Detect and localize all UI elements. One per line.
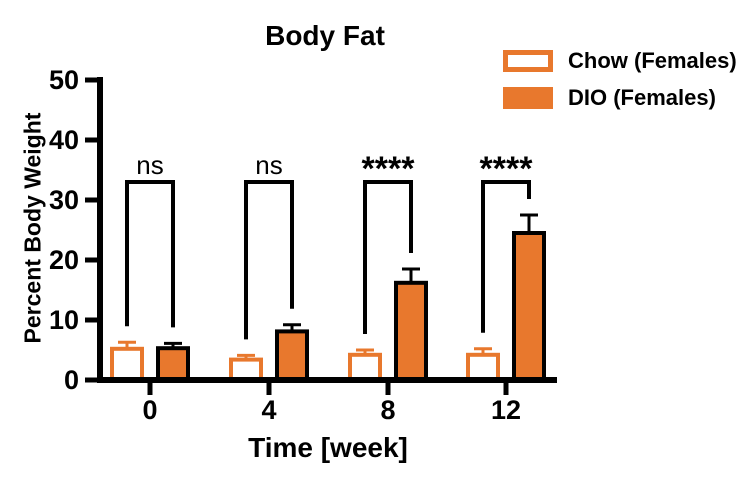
bar-chow-week-12: [466, 352, 500, 382]
bar-dio-week-4: [275, 329, 309, 382]
x-tick: [503, 383, 509, 395]
legend-label-chow: Chow (Females): [568, 48, 737, 73]
sig-bracket: [125, 180, 175, 328]
legend-item-dio: DIO (Females): [503, 85, 737, 110]
legend-swatch-dio: [503, 87, 553, 109]
x-tick-label: 4: [261, 395, 276, 425]
legend: Chow (Females) DIO (Females): [503, 48, 737, 124]
y-tick-label: 30: [49, 185, 79, 215]
y-tick-label: 10: [49, 305, 79, 335]
x-tick-label: 8: [380, 395, 395, 425]
bar-chow-week-0: [110, 346, 144, 382]
y-tick: [85, 377, 97, 383]
sig-bracket: [481, 180, 531, 333]
y-tick-label: 40: [49, 125, 79, 155]
y-axis-line: [97, 77, 103, 383]
legend-label-dio: DIO (Females): [568, 85, 716, 110]
sig-bracket: [244, 180, 294, 340]
x-axis-line: [97, 377, 557, 383]
x-axis-title: Time [week]: [248, 432, 408, 463]
x-tick-label: 0: [142, 395, 157, 425]
sig-bracket: [363, 180, 413, 334]
x-tick: [385, 383, 391, 395]
x-tick-label: 12: [491, 395, 521, 425]
x-tick: [147, 383, 153, 395]
y-tick-label: 50: [49, 65, 79, 95]
bar-dio-week-12: [512, 231, 546, 382]
y-tick: [85, 77, 97, 83]
bar-dio-week-0: [156, 346, 190, 383]
significance-label: ns: [136, 150, 163, 180]
y-tick: [85, 257, 97, 263]
legend-item-chow: Chow (Females): [503, 48, 737, 73]
y-tick: [85, 197, 97, 203]
y-tick-label: 20: [49, 245, 79, 275]
significance-label: ****: [362, 150, 416, 188]
significance-label: ns: [255, 150, 282, 180]
bar-dio-week-8: [394, 280, 428, 382]
chart-title: Body Fat: [265, 20, 385, 51]
y-tick-label: 0: [64, 365, 79, 395]
y-tick: [85, 137, 97, 143]
y-tick: [85, 317, 97, 323]
bar-chow-week-4: [229, 357, 263, 383]
x-tick: [266, 383, 272, 395]
bar-chow-week-8: [348, 352, 382, 382]
legend-swatch-chow: [503, 50, 553, 72]
significance-label: ****: [480, 150, 534, 188]
